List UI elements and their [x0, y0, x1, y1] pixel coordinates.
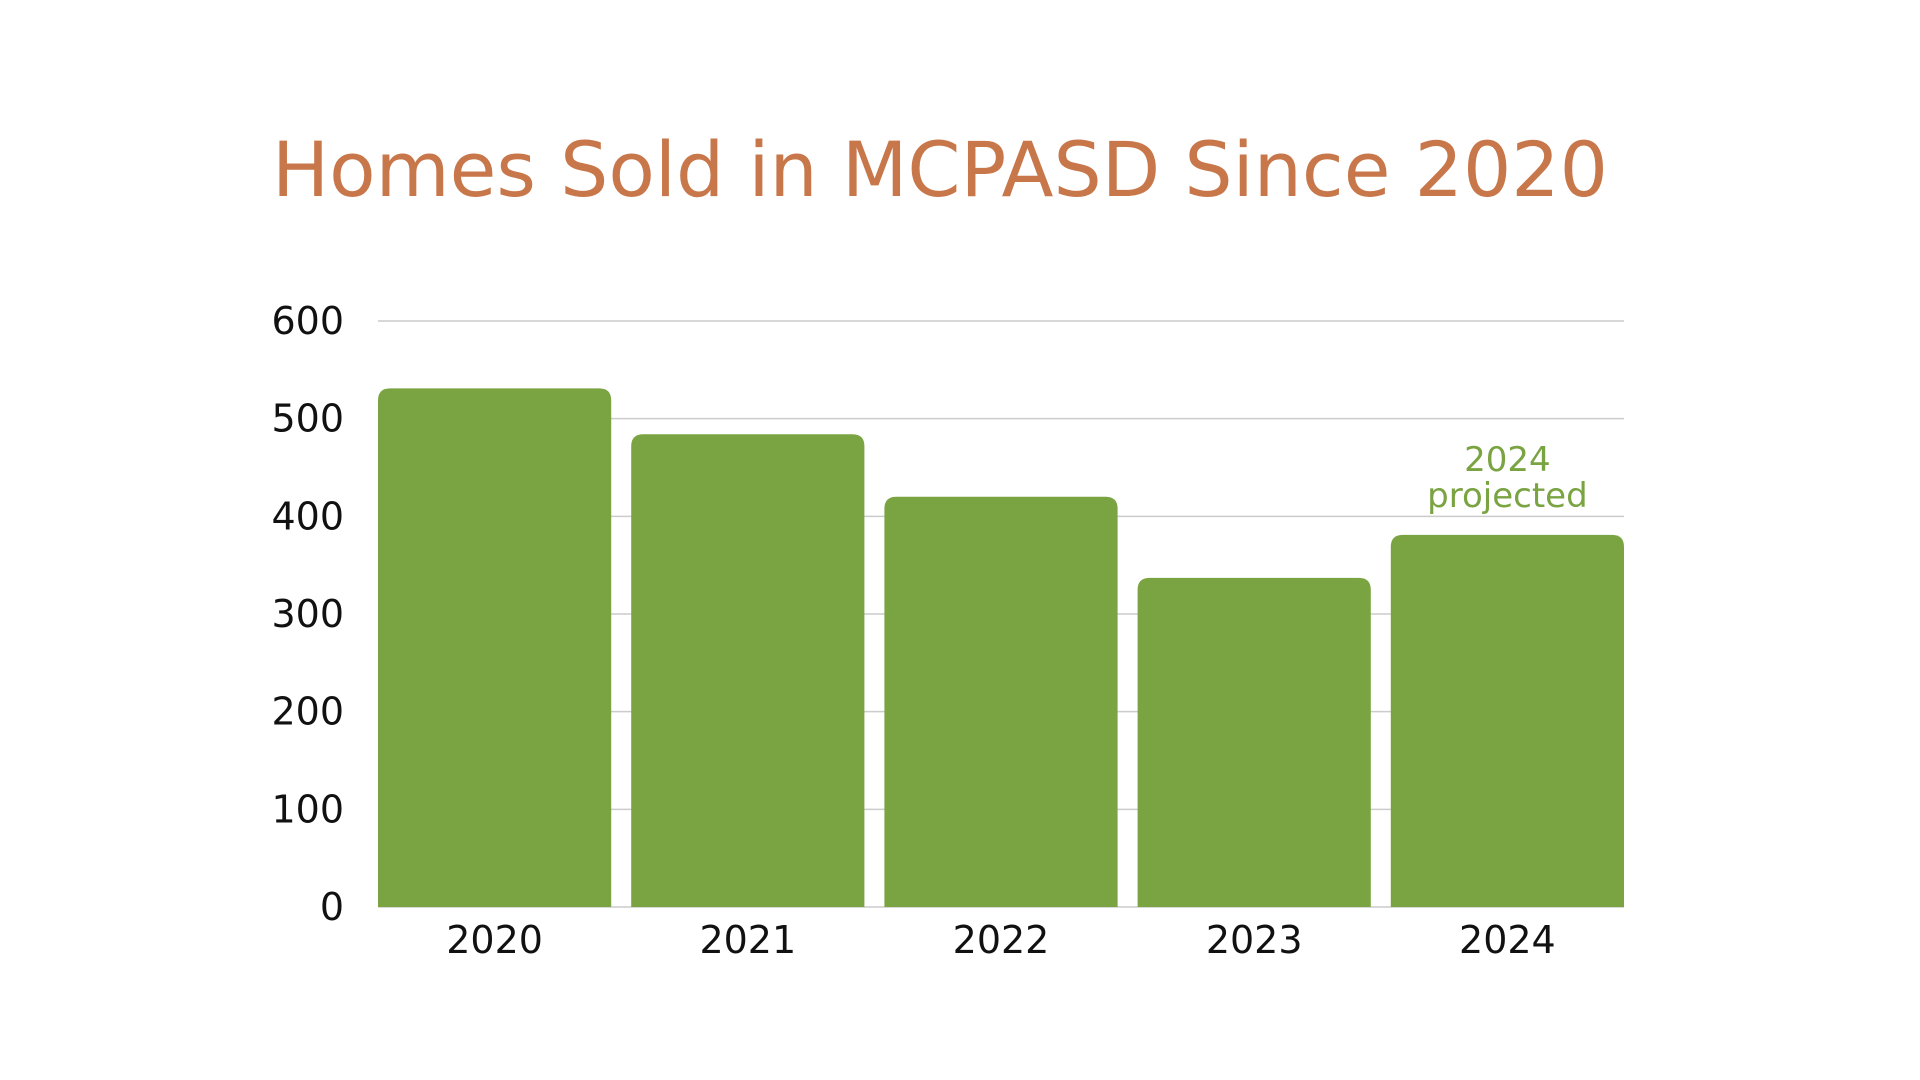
annotation-text: 2024 [1464, 440, 1551, 480]
x-tick-label: 2023 [1206, 918, 1303, 962]
x-axis-ticks: 2020 2021 2022 2023 2024 [446, 918, 1556, 962]
annotation-text: projected [1427, 476, 1588, 516]
chart-title: Homes Sold in MCPASD Since 2020 [272, 125, 1608, 214]
y-tick-label: 0 [320, 885, 344, 929]
x-tick-label: 2024 [1459, 918, 1556, 962]
x-tick-label: 2021 [699, 918, 796, 962]
bar-2021 [631, 434, 865, 907]
y-tick-label: 100 [271, 787, 344, 831]
bar-2023 [1137, 577, 1371, 907]
bar-2022 [884, 496, 1118, 907]
y-tick-label: 500 [271, 397, 344, 441]
y-tick-label: 400 [271, 494, 344, 538]
x-tick-label: 2022 [953, 918, 1050, 962]
bars [378, 388, 1624, 907]
y-axis-ticks: 0 100 200 300 400 500 600 [271, 299, 344, 929]
y-tick-label: 300 [271, 592, 344, 636]
x-tick-label: 2020 [446, 918, 543, 962]
bar-2024 [1390, 534, 1624, 907]
y-tick-label: 200 [271, 690, 344, 734]
y-tick-label: 600 [271, 299, 344, 343]
bar-2020 [378, 388, 612, 907]
